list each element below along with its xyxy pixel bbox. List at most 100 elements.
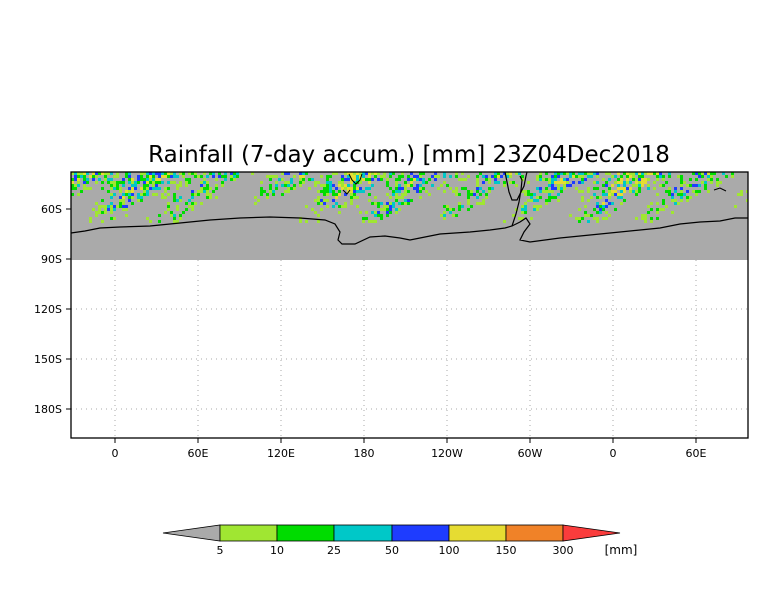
rain-cell <box>176 184 179 187</box>
rain-cell <box>461 187 464 190</box>
rain-cell <box>599 211 602 214</box>
rain-cell <box>272 193 275 196</box>
rain-cell <box>596 205 599 208</box>
rain-cell <box>674 187 677 190</box>
rain-cell <box>131 187 134 190</box>
rain-cell <box>191 205 194 208</box>
rain-cell <box>143 193 146 196</box>
rain-cell <box>275 181 278 184</box>
rain-cell <box>380 202 383 205</box>
rain-cell <box>590 172 593 175</box>
rain-cell <box>650 208 653 211</box>
rain-cell <box>80 190 83 193</box>
rain-cell <box>710 178 713 181</box>
rain-cell <box>383 172 386 175</box>
rain-cell <box>605 184 608 187</box>
rain-cell <box>731 172 734 175</box>
rain-cell <box>407 184 410 187</box>
rain-cell <box>107 172 110 175</box>
rain-cell <box>347 184 350 187</box>
rain-cell <box>299 220 302 223</box>
rain-cell <box>398 184 401 187</box>
rain-cell <box>416 190 419 193</box>
rain-cell <box>284 181 287 184</box>
rain-cell <box>404 190 407 193</box>
rain-cell <box>185 184 188 187</box>
rain-cell <box>746 190 748 193</box>
rain-cell <box>98 172 101 175</box>
rain-cell <box>209 193 212 196</box>
rain-cell <box>119 190 122 193</box>
rain-cell <box>707 175 710 178</box>
rain-cell <box>131 181 134 184</box>
rain-cell <box>347 175 350 178</box>
rain-cell <box>305 205 308 208</box>
rain-cell <box>287 190 290 193</box>
rain-cell <box>287 184 290 187</box>
rain-cell <box>416 175 419 178</box>
rain-cell <box>386 178 389 181</box>
rain-cell <box>533 199 536 202</box>
rain-cell <box>470 205 473 208</box>
rain-cell <box>467 193 470 196</box>
rain-cell <box>623 172 626 175</box>
rain-cell <box>635 190 638 193</box>
rain-cell <box>203 181 206 184</box>
rain-cell <box>596 172 599 175</box>
rain-cell <box>611 175 614 178</box>
rain-cell <box>158 181 161 184</box>
rain-cell <box>647 178 650 181</box>
rain-cell <box>572 181 575 184</box>
rain-cell <box>602 184 605 187</box>
rain-cell <box>398 190 401 193</box>
rain-cell <box>671 199 674 202</box>
rain-cell <box>422 178 425 181</box>
rain-cell <box>425 181 428 184</box>
rain-cell <box>344 202 347 205</box>
rain-cell <box>401 175 404 178</box>
rain-cell <box>362 220 365 223</box>
rain-cell <box>176 208 179 211</box>
rain-cell <box>146 217 149 220</box>
rain-cell <box>608 193 611 196</box>
rain-cell <box>104 211 107 214</box>
rain-cell <box>275 175 278 178</box>
rain-cell <box>533 193 536 196</box>
rain-cell <box>173 172 176 175</box>
rain-cell <box>656 208 659 211</box>
rain-cell <box>152 187 155 190</box>
colorbar-segment <box>391 524 450 542</box>
rain-cell <box>311 178 314 181</box>
rain-cell <box>398 196 401 199</box>
rain-cell <box>302 172 305 175</box>
rain-cell <box>458 205 461 208</box>
rain-cell <box>653 187 656 190</box>
rain-cell <box>494 175 497 178</box>
rain-cell <box>524 205 527 208</box>
rain-cell <box>371 211 374 214</box>
rain-cell <box>686 199 689 202</box>
rain-cell <box>332 205 335 208</box>
rain-cell <box>662 178 665 181</box>
rain-cell <box>539 178 542 181</box>
rain-cell <box>641 181 644 184</box>
rain-cell <box>479 202 482 205</box>
rain-cell <box>392 190 395 193</box>
rain-cell <box>257 199 260 202</box>
rain-cell <box>638 175 641 178</box>
rain-cell <box>317 181 320 184</box>
rain-cell <box>110 187 113 190</box>
rain-cell <box>146 187 149 190</box>
rain-cell <box>212 190 215 193</box>
rain-cell <box>419 196 422 199</box>
rain-cell <box>113 217 116 220</box>
rain-cell <box>611 190 614 193</box>
rain-cell <box>455 175 458 178</box>
rain-cell <box>350 202 353 205</box>
rain-cell <box>167 187 170 190</box>
rain-cell <box>647 187 650 190</box>
rain-cell <box>167 202 170 205</box>
rain-cell <box>680 196 683 199</box>
rain-cell <box>128 175 131 178</box>
